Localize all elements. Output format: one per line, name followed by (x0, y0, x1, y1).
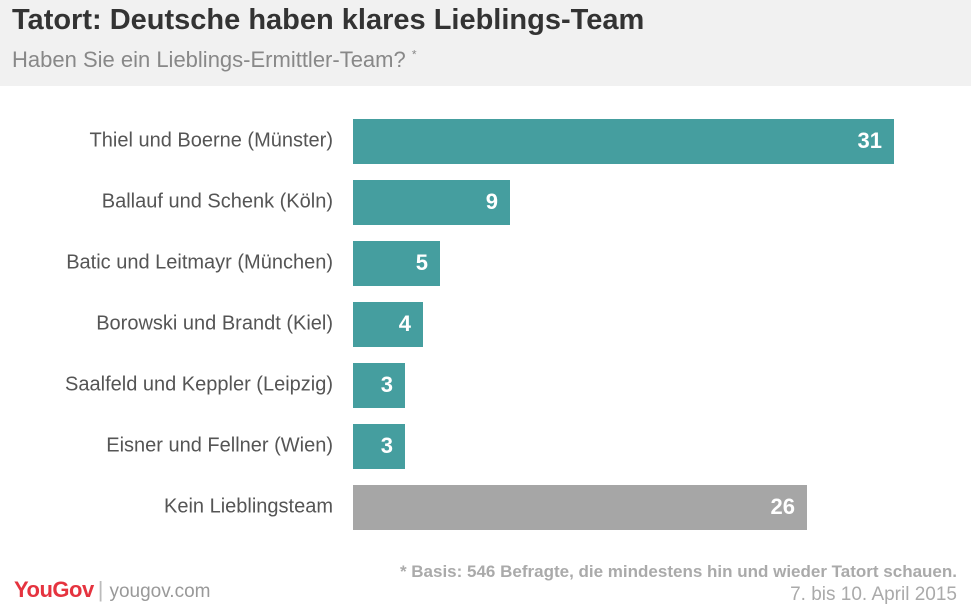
bar (353, 362, 405, 408)
footnote: * Basis: 546 Befragte, die mindestens hi… (399, 562, 957, 581)
bar-value-label: 26 (770, 494, 795, 519)
survey-date: 7. bis 10. April 2015 (790, 584, 957, 605)
bar-chart: Thiel und Boerne (Münster) 31 Ballauf und … (0, 86, 971, 556)
bar-value-label: 5 (415, 250, 428, 275)
category-label: Batic und Leitmayr (München) (66, 251, 333, 274)
bar (353, 240, 440, 286)
category-label: Ballauf und Schenk (Köln) (101, 190, 333, 213)
site-link[interactable]: yougov.com (109, 581, 211, 602)
subtitle-text: Haben Sie ein Lieblings-Ermittler-Team? (12, 47, 406, 72)
yougov-logo: YouGov (14, 577, 94, 602)
category-label: Borowski und Brandt (Kiel) (96, 312, 333, 335)
bar (353, 484, 807, 530)
brand: YouGov | yougov.com (14, 577, 210, 603)
header: Tatort: Deutsche haben klares Lieblings-… (0, 0, 971, 86)
chart-subtitle: Haben Sie ein Lieblings-Ermittler-Team? … (12, 47, 417, 73)
category-label: Eisner und Fellner (Wien) (106, 434, 333, 457)
category-label: Saalfeld und Keppler (Leipzig) (65, 373, 333, 396)
bar (353, 301, 423, 347)
subtitle-footnote-mark: * (411, 47, 417, 62)
category-label: Thiel und Boerne (Münster) (89, 129, 333, 152)
bar (353, 423, 405, 469)
category-label: Kein Lieblingsteam (164, 495, 333, 518)
bar (353, 118, 894, 164)
brand-separator: | (97, 577, 104, 602)
bar-value-label: 9 (485, 189, 498, 214)
bar-value-label: 4 (398, 311, 411, 336)
bar-value-label: 31 (857, 128, 882, 153)
bar-value-label: 3 (380, 433, 393, 458)
bar (353, 179, 510, 225)
bar-value-label: 3 (380, 372, 393, 397)
chart-title: Tatort: Deutsche haben klares Lieblings-… (12, 4, 645, 36)
